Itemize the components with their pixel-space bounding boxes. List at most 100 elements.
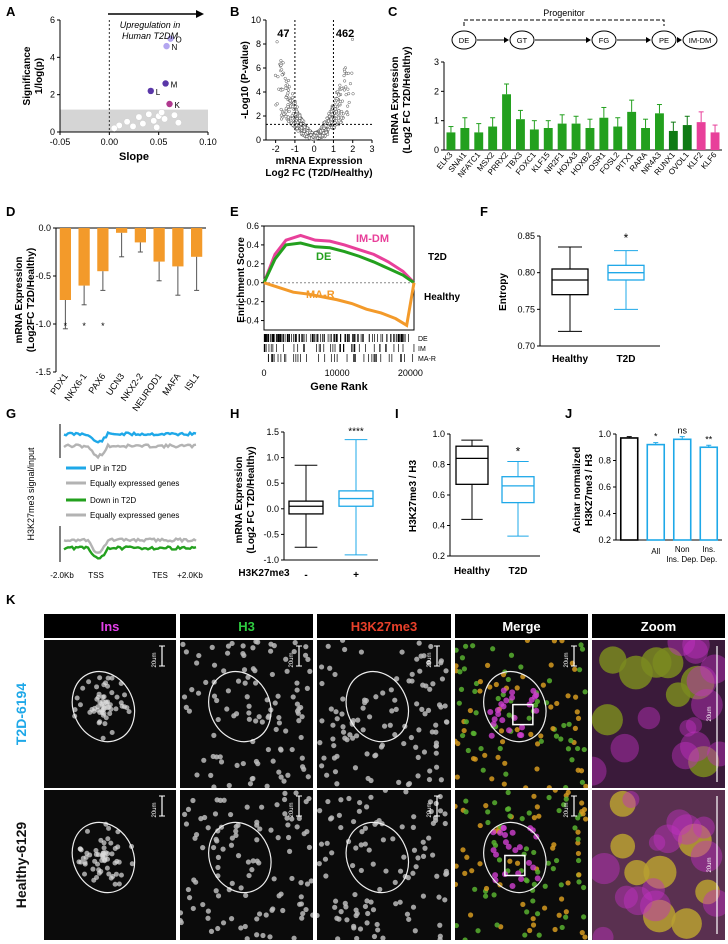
nucleus — [443, 719, 450, 725]
bar-Non Ins. Dep. — [672, 438, 692, 541]
nucleus — [412, 928, 418, 934]
y-tick-label: -1.0 — [263, 555, 279, 565]
nucleus — [268, 827, 274, 833]
ins-cell — [503, 697, 510, 704]
nucleus — [246, 703, 252, 709]
panel-letter-f: F — [480, 204, 488, 219]
micrograph-0-3: 20um — [455, 640, 588, 788]
x-axis-title: Gene Rank — [310, 381, 368, 393]
cell — [118, 700, 124, 706]
nucleus — [569, 757, 575, 763]
x-tick-label: -2.0Kb — [50, 571, 74, 580]
nucleus — [559, 924, 565, 931]
nucleus — [536, 813, 542, 819]
bar-RUNX1 — [668, 130, 678, 150]
nucleus — [416, 727, 422, 733]
nucleus — [415, 855, 421, 861]
nucleus — [183, 649, 189, 655]
significance-star: * — [82, 321, 86, 331]
data-point — [319, 129, 323, 133]
nucleus — [245, 859, 251, 865]
nucleus — [420, 853, 427, 859]
ins-stain — [691, 688, 723, 721]
nucleus — [442, 820, 448, 827]
ins-cell — [509, 694, 516, 701]
nucleus — [410, 870, 416, 876]
nucleus — [299, 915, 305, 921]
nucleus — [324, 772, 330, 778]
nucleus — [245, 674, 251, 680]
data-point-N — [163, 42, 170, 50]
cell — [107, 711, 113, 717]
nucleus — [443, 868, 449, 874]
nucleus — [229, 835, 235, 841]
ins-cell — [502, 839, 509, 846]
nucleus — [405, 781, 411, 788]
nucleus — [268, 648, 274, 654]
nucleus — [455, 922, 459, 929]
nucleus — [303, 906, 309, 913]
data-point — [279, 63, 283, 67]
nucleus — [228, 842, 235, 848]
cell — [112, 881, 118, 887]
nucleus — [364, 920, 370, 926]
data-point — [339, 120, 343, 125]
nucleus — [368, 899, 374, 905]
y-tick-label: 0.6 — [598, 482, 611, 492]
nucleus — [281, 796, 288, 803]
nucleus — [478, 745, 484, 752]
ins-cell — [533, 707, 540, 714]
y-tick-label: 2 — [256, 111, 261, 121]
nucleus — [463, 719, 469, 725]
y-tick-label: 1.5 — [266, 427, 279, 437]
y-tick-label: -0.4 — [243, 316, 259, 326]
nucleus — [291, 935, 297, 940]
x-tick-label: 20000 — [398, 368, 423, 378]
cell — [74, 695, 80, 701]
nucleus — [572, 666, 578, 672]
trace-equal-1 — [63, 442, 197, 460]
data-point — [299, 122, 303, 126]
data-point — [279, 117, 284, 121]
ins-cell — [519, 724, 526, 731]
ins-cell — [534, 875, 541, 882]
ins-stain — [648, 834, 666, 851]
nucleus — [438, 660, 444, 666]
ins-cell — [509, 829, 516, 836]
ins-stain — [667, 640, 696, 656]
nucleus — [360, 705, 366, 711]
plot-frame — [263, 225, 415, 331]
data-point — [276, 75, 280, 79]
y-tick-label: 6 — [50, 15, 55, 25]
y-axis-title-2: (Log2 FC T2D/Healthy) — [402, 46, 413, 153]
ins-stain — [592, 926, 614, 940]
nucleus — [671, 908, 702, 939]
nucleus — [553, 857, 560, 864]
nucleus — [185, 806, 192, 813]
chart-e: 0.6 0.4 0.2 0.0 -0.2 -0.4 IM-DM DE MA-R T2D Health… — [236, 221, 461, 393]
cell — [106, 704, 112, 710]
data-point — [344, 93, 348, 97]
data-point — [174, 119, 182, 127]
nucleus — [505, 790, 511, 796]
ins-cell — [530, 687, 537, 694]
y-tick-label: 0.8 — [432, 460, 445, 470]
column-header-bg — [317, 614, 451, 638]
x-tick-label: 10000 — [325, 368, 350, 378]
x-tick-label: -2 — [272, 144, 280, 154]
chart-a: -0.05 0.00 0.05 0.10 0 2 4 6 ON M L K Significance 1/… — [22, 10, 217, 163]
nucleus — [325, 798, 331, 805]
nucleus — [294, 824, 300, 830]
nucleus — [554, 700, 560, 707]
bar-PDX1 — [59, 228, 71, 300]
bar-PITX1 — [627, 111, 637, 150]
cell — [122, 692, 128, 698]
nucleus — [289, 746, 295, 753]
cell — [109, 675, 115, 681]
nucleus — [397, 868, 404, 874]
nucleus — [455, 647, 459, 653]
nucleus — [415, 754, 421, 760]
data-point — [348, 82, 352, 86]
label-healthy: Healthy — [424, 292, 461, 303]
